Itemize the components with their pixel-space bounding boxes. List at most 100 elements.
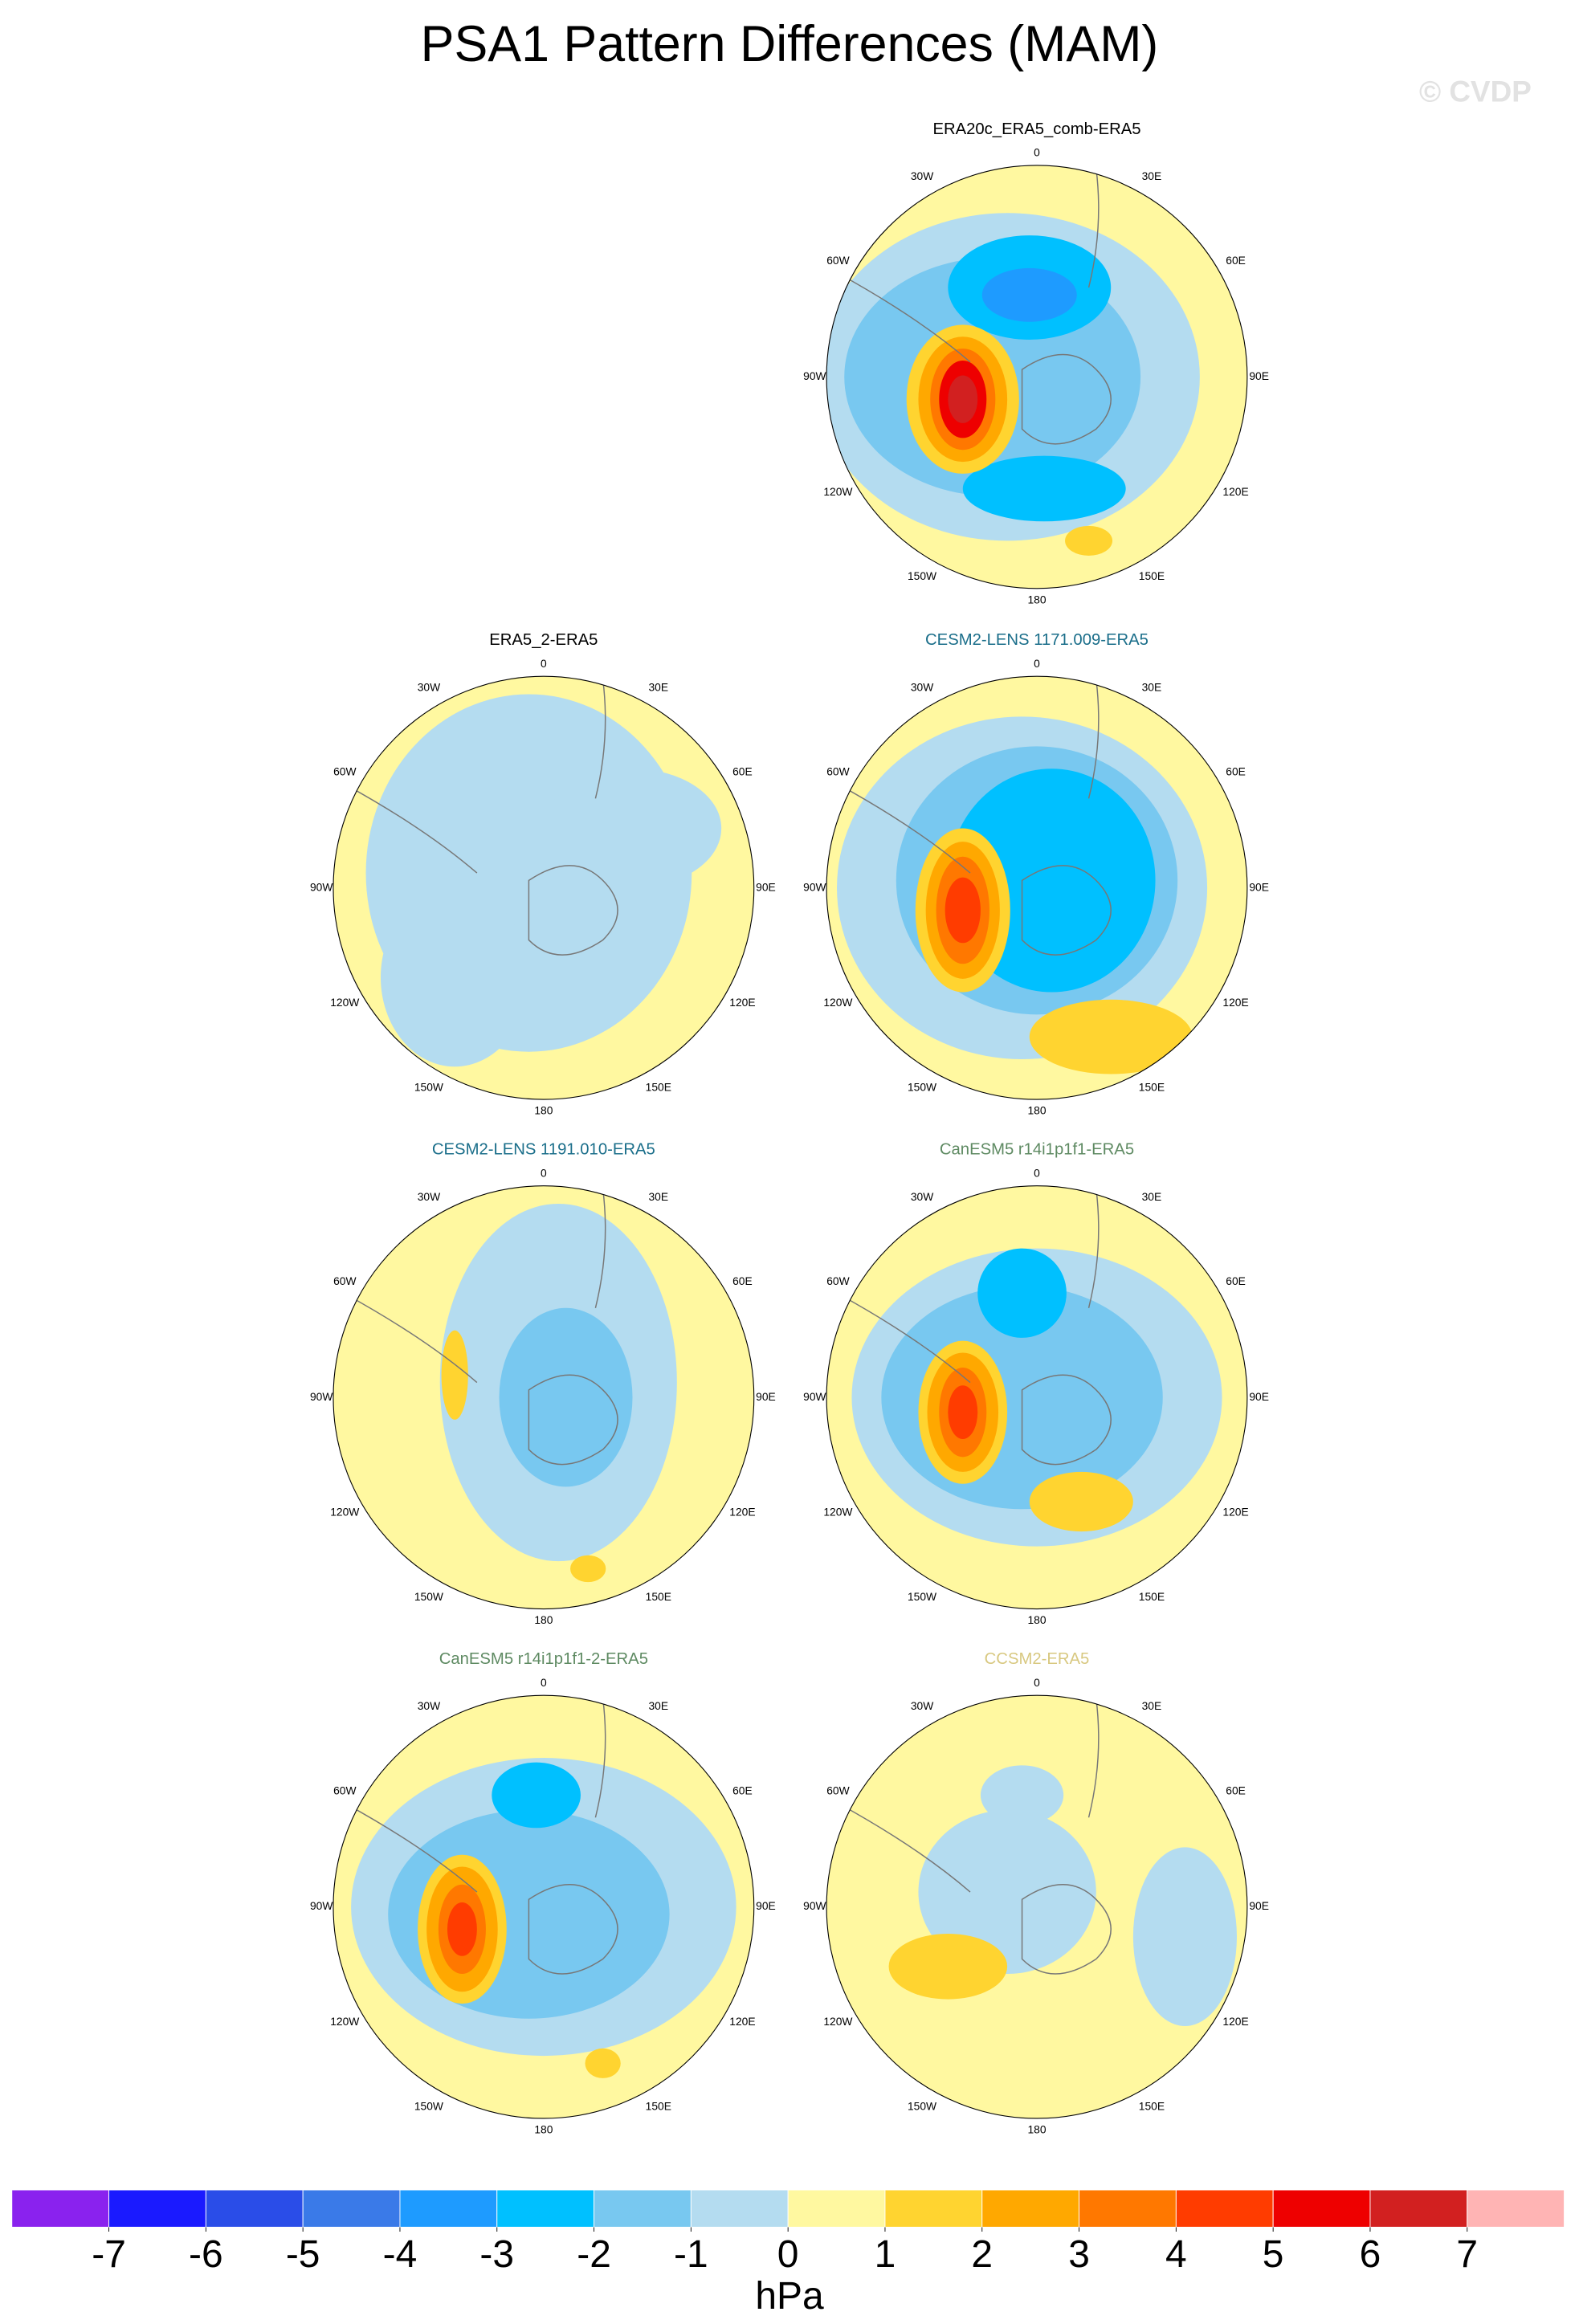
colorbar-box xyxy=(11,2189,110,2228)
lon-label: 150E xyxy=(646,1080,671,1093)
lon-label: 150E xyxy=(1139,1590,1165,1603)
contour-region xyxy=(1065,525,1113,556)
map-panel: CCSM2-ERA5 0 30E 60E 90E 120E 150E 180 150W 120W 9… xyxy=(803,1650,1269,2136)
map-fill xyxy=(826,1695,1247,2118)
watermark: © CVDP xyxy=(1419,75,1532,108)
map-fill xyxy=(826,676,1247,1100)
map-panel: CanESM5 r14i1p1f1-2-ERA5 0 30E 60E 90E 120E 15… xyxy=(310,1650,776,2136)
lon-label: 60E xyxy=(1226,765,1246,778)
contour-region xyxy=(981,267,1077,322)
lon-label: 120E xyxy=(729,1506,755,1519)
lon-label: 120W xyxy=(823,2015,853,2028)
lon-label: 30W xyxy=(911,680,934,693)
lon-label: 120E xyxy=(1222,485,1248,498)
panel-title: ERA20c_ERA5_comb-ERA5 xyxy=(932,120,1140,138)
map-border xyxy=(333,1185,755,1610)
lon-label: 150E xyxy=(1139,1080,1165,1093)
lon-label: 0 xyxy=(541,657,547,670)
map-border xyxy=(826,165,1248,589)
panel-title: CanESM5 r14i1p1f1-2-ERA5 xyxy=(439,1650,648,1668)
colorbar-tick-label: 7 xyxy=(1456,2232,1478,2276)
colorbar-box xyxy=(690,2189,789,2228)
lon-label: 60W xyxy=(826,254,850,267)
colorbar-box xyxy=(302,2189,401,2228)
contour-region xyxy=(543,769,722,888)
lon-label: 90W xyxy=(803,369,826,382)
lon-label: 150W xyxy=(908,2099,937,2112)
map-panel: CanESM5 r14i1p1f1-ERA5 0 30E 60E 90E 120E 150E… xyxy=(803,1141,1269,1627)
lon-label: 120W xyxy=(330,1506,360,1519)
lon-label: 150W xyxy=(414,2099,444,2112)
lon-label: 60W xyxy=(826,765,850,778)
lon-label: 150W xyxy=(908,1080,937,1093)
coastline xyxy=(343,1189,618,1466)
lon-label: 120E xyxy=(1222,1506,1248,1519)
lon-label: 120E xyxy=(729,2015,755,2028)
coastline xyxy=(343,1698,618,1975)
lon-label: 180 xyxy=(1027,593,1046,605)
map-panel: CESM2-LENS 1171.009-ERA5 0 30E 60E 90E 120E 15… xyxy=(803,631,1269,1117)
colorbar-tick-label: 1 xyxy=(875,2232,896,2276)
lon-label: 60W xyxy=(333,1784,357,1796)
coastline xyxy=(836,1189,1112,1466)
map-border xyxy=(333,675,755,1100)
map-fill xyxy=(333,676,754,1100)
contour-region xyxy=(945,877,981,944)
lon-label: 30W xyxy=(418,680,441,693)
lon-label: 30W xyxy=(911,1190,934,1203)
lon-label: 120W xyxy=(330,996,360,1009)
lon-label: 120W xyxy=(823,485,853,498)
contour-region xyxy=(380,887,529,1067)
contour-region xyxy=(888,1933,1008,2000)
coastline xyxy=(836,679,1112,956)
lon-label: 0 xyxy=(1034,1166,1040,1179)
lon-label: 30E xyxy=(648,1190,668,1203)
lon-label: 120W xyxy=(330,2015,360,2028)
panel-title: CESM2-LENS 1171.009-ERA5 xyxy=(925,631,1149,649)
colorbar-tick-label: 4 xyxy=(1165,2232,1187,2276)
lon-label: 60E xyxy=(732,765,753,778)
figure-title: PSA1 Pattern Differences (MAM) xyxy=(421,16,1159,72)
colorbar-tick-label: -6 xyxy=(189,2232,223,2276)
lon-label: 30W xyxy=(911,169,934,182)
map-border xyxy=(826,1185,1248,1610)
contour-region xyxy=(948,1385,978,1440)
colorbar-box xyxy=(594,2189,692,2228)
lon-label: 90W xyxy=(310,1899,333,1912)
lon-label: 60E xyxy=(732,1784,753,1796)
lon-label: 120W xyxy=(823,996,853,1009)
lon-label: 120E xyxy=(1222,2015,1248,2028)
contour-region xyxy=(1132,1847,1237,2026)
colorbar-box xyxy=(205,2189,304,2228)
lon-label: 30E xyxy=(648,680,668,693)
contour-region xyxy=(570,1555,606,1583)
lon-label: 90E xyxy=(756,1390,776,1403)
lon-label: 90E xyxy=(756,880,776,893)
lon-label: 90E xyxy=(1249,369,1269,382)
lon-label: 30W xyxy=(911,1699,934,1712)
colorbar-tick-label: 6 xyxy=(1360,2232,1381,2276)
lon-label: 60W xyxy=(333,1274,357,1287)
lon-label: 60E xyxy=(1226,1784,1246,1796)
colorbar-box xyxy=(1175,2189,1274,2228)
lon-label: 0 xyxy=(541,1166,547,1179)
lon-label: 150E xyxy=(1139,2099,1165,2112)
lon-label: 0 xyxy=(541,1676,547,1689)
map-fill xyxy=(333,1185,754,1609)
map-fill xyxy=(826,1185,1247,1609)
map-border xyxy=(826,675,1248,1100)
lon-label: 180 xyxy=(1027,1104,1046,1117)
map-border xyxy=(826,1694,1248,2119)
colorbar-tick-label: 2 xyxy=(971,2232,993,2276)
contour-region xyxy=(962,455,1126,522)
lon-label: 60W xyxy=(826,1784,850,1796)
colorbar-box xyxy=(108,2189,206,2228)
panel-title: CESM2-LENS 1191.010-ERA5 xyxy=(432,1141,655,1159)
lon-label: 30W xyxy=(418,1190,441,1203)
lon-label: 150E xyxy=(1139,569,1165,582)
colorbar-box xyxy=(787,2189,886,2228)
panel-title: CanESM5 r14i1p1f1-ERA5 xyxy=(940,1141,1134,1159)
lon-label: 180 xyxy=(534,2122,553,2135)
lon-label: 60W xyxy=(333,765,357,778)
